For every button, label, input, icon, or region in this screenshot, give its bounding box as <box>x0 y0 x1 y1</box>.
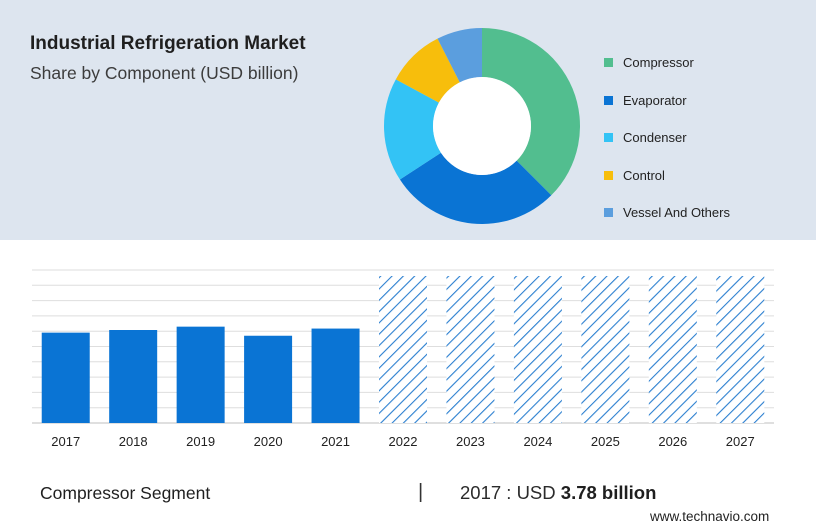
segment-value-prefix: 2017 : USD <box>460 482 556 503</box>
donut-slice-condenser <box>384 79 441 180</box>
header-panel: Industrial Refrigeration Market Share by… <box>0 0 816 240</box>
donut-slice-control <box>395 38 460 103</box>
chart-subtitle: Share by Component (USD billion) <box>30 63 299 83</box>
x-tick-label: 2025 <box>591 434 620 449</box>
x-tick-label: 2020 <box>254 434 283 449</box>
legend-label: Control <box>623 167 665 183</box>
donut-slice-vessel-and-others <box>437 28 482 83</box>
legend-swatch <box>604 58 613 68</box>
source-link[interactable]: www.technavio.com <box>650 509 770 524</box>
legend-label: Compressor <box>623 55 694 71</box>
legend-swatch <box>604 170 613 180</box>
chart-title: Industrial Refrigeration Market <box>30 33 306 54</box>
bar-2021 <box>311 328 360 423</box>
donut-legend: Compressor Evaporator Condenser Control Vess… <box>604 44 730 232</box>
legend-swatch <box>604 95 613 105</box>
bar-chart: 2017 2018 2019 2020 2021 2022 2023 2024 2025 2026… <box>32 269 774 449</box>
x-tick-label: 2019 <box>186 434 215 449</box>
segment-label: Compressor Segment <box>40 483 211 503</box>
segment-value-amount: 3.78 billion <box>560 482 657 503</box>
bar-2020 <box>244 335 293 423</box>
x-tick-label: 2023 <box>456 434 485 449</box>
x-tick-label: 2024 <box>523 434 552 449</box>
forecast-bar-2022 <box>379 276 427 423</box>
donut-hole <box>433 77 531 175</box>
footer-separator: | <box>418 481 424 503</box>
legend-item: Condenser <box>604 119 730 157</box>
legend-label: Evaporator <box>623 92 687 108</box>
x-tick-label: 2026 <box>658 434 687 449</box>
legend-swatch <box>604 208 613 218</box>
bar-2019 <box>176 326 225 423</box>
forecast-bar-2026 <box>648 276 697 423</box>
forecast-bar-2027 <box>716 276 765 423</box>
x-tick-label: 2027 <box>726 434 755 449</box>
donut-chart <box>384 28 580 224</box>
legend-item: Control <box>604 157 730 195</box>
legend-swatch <box>604 133 613 143</box>
x-tick-label: 2022 <box>389 434 418 449</box>
x-tick-label: 2021 <box>321 434 350 449</box>
legend-label: Condenser <box>623 130 687 146</box>
donut-slice-compressor <box>482 28 580 196</box>
x-tick-label: 2018 <box>119 434 148 449</box>
forecast-bar-2023 <box>446 276 495 423</box>
segment-value: 2017 : USD 3.78 billion <box>460 482 656 504</box>
forecast-bar-2024 <box>513 276 562 423</box>
bar-2017 <box>41 332 90 423</box>
legend-item: Compressor <box>604 44 730 82</box>
legend-item: Evaporator <box>604 82 730 120</box>
donut-slice-evaporator <box>399 152 552 224</box>
x-tick-label: 2017 <box>51 434 80 449</box>
forecast-bar-2025 <box>581 276 630 423</box>
legend-label: Vessel And Others <box>623 205 730 221</box>
legend-item: Vessel And Others <box>604 194 730 232</box>
bar-2018 <box>109 330 158 423</box>
